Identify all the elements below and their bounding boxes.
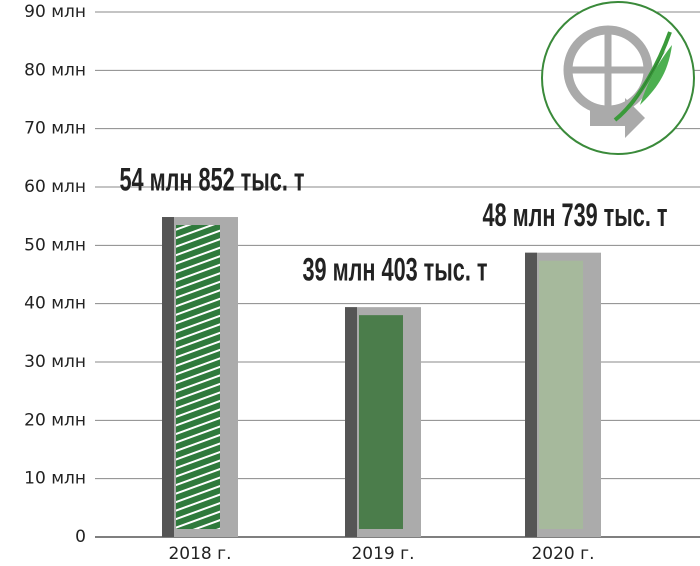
- y-tick-label: 40 млн: [24, 294, 86, 314]
- x-tick-label: 2018 г.: [168, 544, 231, 564]
- y-tick-label: 80 млн: [24, 60, 86, 80]
- x-tick-label: 2019 г.: [351, 544, 414, 564]
- x-tick-label: 2020 г.: [531, 544, 594, 564]
- bar-side: [162, 217, 174, 537]
- bar-side: [525, 252, 537, 538]
- bar-face: [176, 225, 220, 529]
- y-tick-label: 90 млн: [24, 2, 86, 22]
- y-tick-label: 10 млн: [24, 469, 86, 489]
- y-tick-label: 70 млн: [24, 119, 86, 139]
- y-tick-label: 50 млн: [24, 235, 86, 255]
- value-label: 48 млн 739 тыс. т: [483, 197, 668, 233]
- bar-face: [539, 260, 583, 529]
- logo: [541, 1, 695, 155]
- value-label: 39 млн 403 тыс. т: [303, 252, 488, 288]
- bar-side: [345, 307, 357, 537]
- y-tick-label: 60 млн: [24, 177, 86, 197]
- y-tick-label: 20 млн: [24, 410, 86, 430]
- value-label: 54 млн 852 тыс. т: [120, 161, 305, 197]
- bar-face: [359, 315, 403, 529]
- y-tick-label: 30 млн: [24, 352, 86, 372]
- y-tick-label: 0: [75, 527, 86, 547]
